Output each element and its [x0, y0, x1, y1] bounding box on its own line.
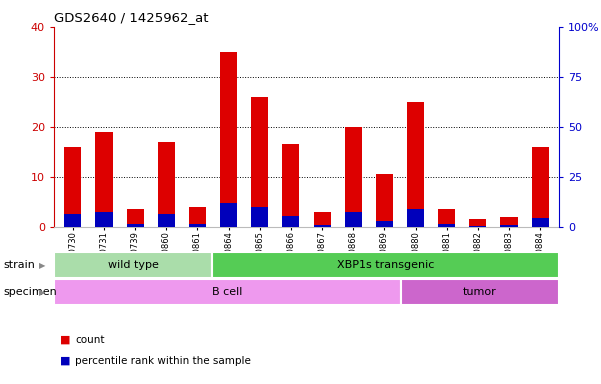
- Bar: [54, 279, 401, 305]
- Bar: [96, 132, 112, 227]
- Text: ■: ■: [60, 335, 70, 345]
- Text: count: count: [75, 335, 105, 345]
- Text: specimen: specimen: [3, 287, 56, 297]
- Bar: [345, 127, 362, 227]
- Bar: [469, 219, 486, 227]
- Bar: [501, 217, 517, 227]
- Bar: [376, 220, 393, 227]
- Bar: [251, 207, 268, 227]
- Text: ▶: ▶: [38, 261, 45, 270]
- Bar: [314, 225, 331, 227]
- Text: strain: strain: [3, 260, 35, 270]
- Bar: [220, 52, 237, 227]
- Text: wild type: wild type: [108, 260, 159, 270]
- Bar: [64, 147, 81, 227]
- Bar: [282, 215, 299, 227]
- Bar: [251, 97, 268, 227]
- Bar: [407, 209, 424, 227]
- Text: ▶: ▶: [38, 288, 45, 297]
- Text: ■: ■: [60, 356, 70, 366]
- Bar: [532, 218, 549, 227]
- Bar: [532, 147, 549, 227]
- Bar: [189, 223, 206, 227]
- Bar: [501, 225, 517, 227]
- Bar: [212, 252, 559, 278]
- Bar: [127, 223, 144, 227]
- Text: tumor: tumor: [463, 287, 497, 297]
- Text: percentile rank within the sample: percentile rank within the sample: [75, 356, 251, 366]
- Bar: [157, 214, 175, 227]
- Bar: [438, 223, 456, 227]
- Bar: [64, 214, 81, 227]
- Bar: [54, 252, 212, 278]
- Bar: [157, 142, 175, 227]
- Text: GDS2640 / 1425962_at: GDS2640 / 1425962_at: [54, 12, 209, 25]
- Bar: [189, 207, 206, 227]
- Bar: [96, 212, 112, 227]
- Bar: [220, 203, 237, 227]
- Bar: [345, 212, 362, 227]
- Bar: [127, 209, 144, 227]
- Bar: [376, 174, 393, 227]
- Bar: [438, 209, 456, 227]
- Bar: [401, 279, 559, 305]
- Text: XBP1s transgenic: XBP1s transgenic: [337, 260, 434, 270]
- Bar: [407, 102, 424, 227]
- Bar: [469, 225, 486, 227]
- Bar: [282, 144, 299, 227]
- Text: B cell: B cell: [212, 287, 243, 297]
- Bar: [314, 212, 331, 227]
